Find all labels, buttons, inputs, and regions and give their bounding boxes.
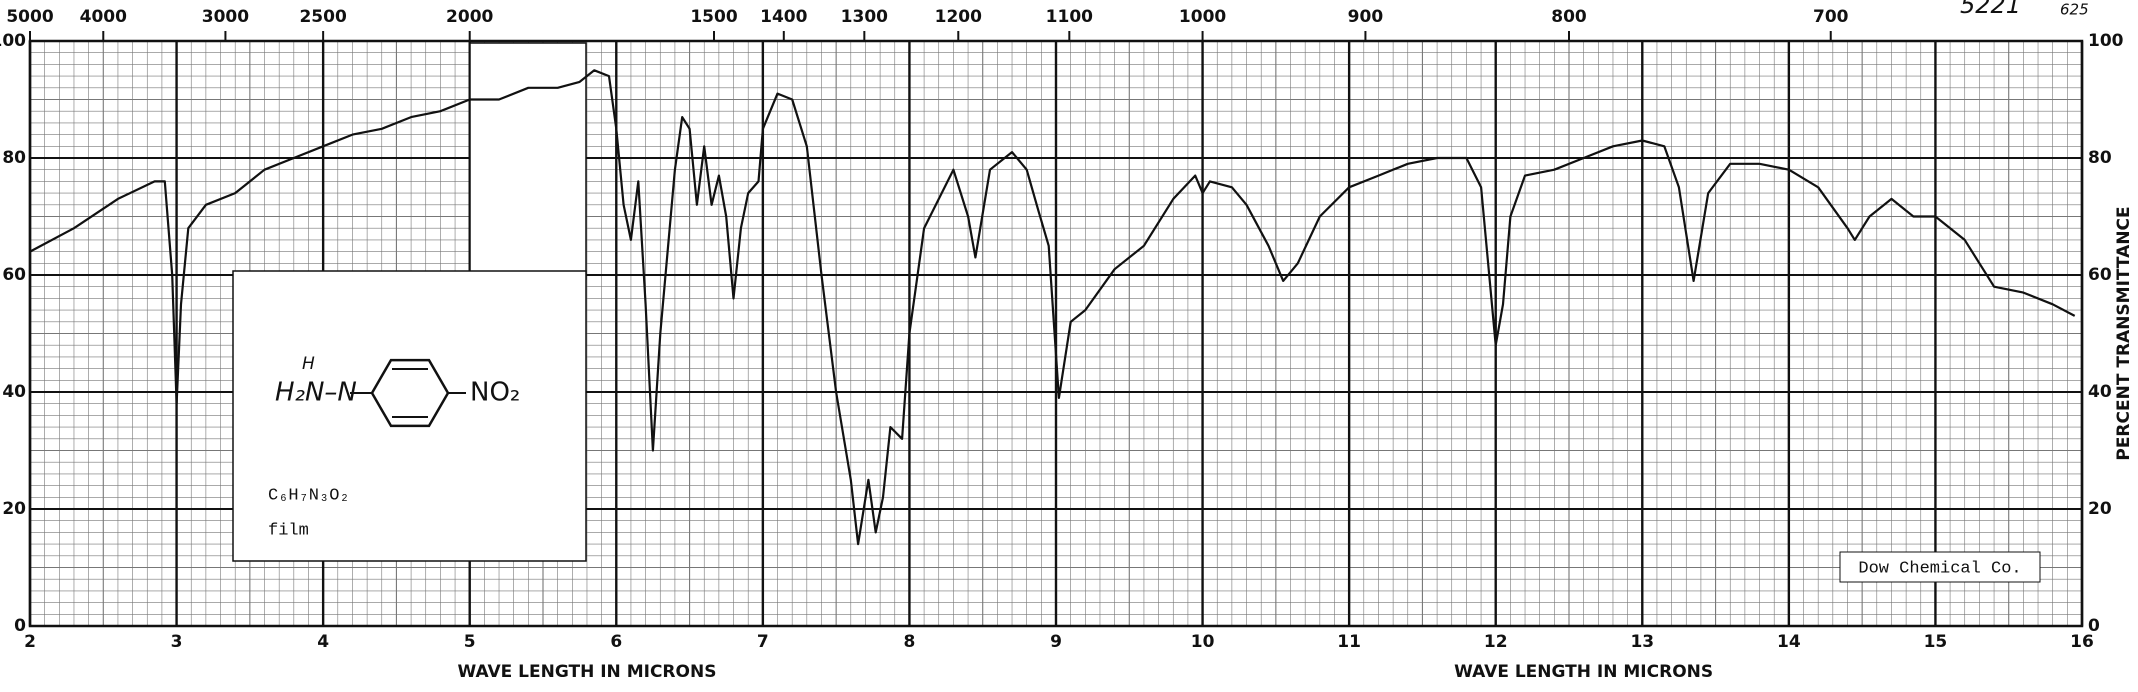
source-box [1839, 551, 2041, 583]
y-tick-label: 100 [0, 31, 26, 51]
x2-tick-label: 2500 [299, 7, 346, 27]
structure: H₂N–N H NO₂ [275, 354, 520, 428]
x-tick-label: 16 [2070, 632, 2094, 652]
x-axis-title: WAVE LENGTH IN MICRONS [1454, 662, 1713, 682]
y-tick-label-right: 20 [2088, 499, 2112, 519]
x2-tick-label: 900 [1348, 7, 1384, 27]
x2-tick-label: 4000 [80, 7, 127, 27]
benzene-ring [370, 358, 450, 428]
x-tick-label: 13 [1630, 632, 1654, 652]
x-tick-label: 5 [464, 632, 476, 652]
x2-tick-label: 700 [1813, 7, 1849, 27]
x-tick-label: 14 [1777, 632, 1801, 652]
plot-frame [28, 39, 2084, 628]
y-tick-label-right: 0 [2088, 616, 2100, 636]
x-tick-label: 10 [1191, 632, 1215, 652]
x-tick-label: 4 [317, 632, 329, 652]
phase: film [268, 521, 309, 540]
x-tick-label: 9 [1050, 632, 1062, 652]
spectrum-line [29, 69, 2076, 546]
x-tick-label: 15 [1924, 632, 1948, 652]
x-tick-label: 6 [610, 632, 622, 652]
page-number: 625 [2060, 1, 2089, 19]
x2-tick-label: 1500 [690, 7, 737, 27]
x-tick-label: 11 [1337, 632, 1361, 652]
x-tick-label: 3 [171, 632, 183, 652]
x-tick-label: 7 [757, 632, 769, 652]
x2-tick-label: 2000 [446, 7, 493, 27]
y-tick-label-right: 100 [2088, 31, 2124, 51]
hydrogen: H [302, 354, 315, 374]
x2-tick-label: 800 [1551, 7, 1587, 27]
chart-number: 5221 [1960, 0, 2021, 19]
y-axis-title: PERCENT TRANSMITTANCE [2114, 206, 2134, 460]
x2-tick-label: 3000 [202, 7, 249, 27]
x2-tick-label: 1200 [935, 7, 982, 27]
y-tick-label-right: 80 [2088, 148, 2112, 168]
y-tick-label: 0 [14, 616, 26, 636]
nitro-group: NO₂ [470, 378, 520, 408]
x-axis-title: WAVE LENGTH IN MICRONS [457, 662, 716, 682]
amine-group: H₂N–N [275, 378, 357, 408]
y-tick-label: 60 [2, 265, 26, 285]
x2-tick-label: 1300 [841, 7, 888, 27]
y-tick-label: 40 [2, 382, 26, 402]
x-tick-label: 12 [1484, 632, 1508, 652]
x2-tick-label: 1400 [760, 7, 807, 27]
y-tick-label: 80 [2, 148, 26, 168]
source: Dow Chemical Co. [1858, 559, 2021, 578]
x-tick-label: 2 [24, 632, 36, 652]
y-tick-label: 20 [2, 499, 26, 519]
x2-tick-label: 1100 [1046, 7, 1093, 27]
y-tick-label-right: 60 [2088, 265, 2112, 285]
x-tick-label: 8 [904, 632, 916, 652]
x2-tick-label: 5000 [6, 7, 53, 27]
formula: C₆H₇N₃O₂ [268, 486, 350, 505]
upper-blank [469, 42, 587, 280]
y-tick-label-right: 40 [2088, 382, 2112, 402]
x2-tick-label: 1000 [1179, 7, 1226, 27]
